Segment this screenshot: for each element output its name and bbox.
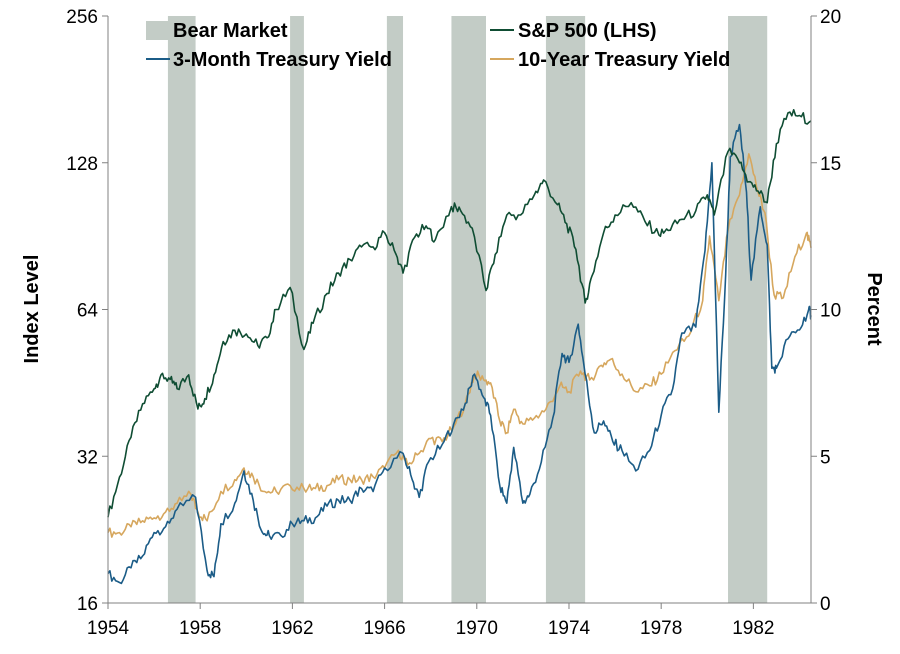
- series-line-3m-yield: [107, 123, 812, 585]
- bear-market-band-2: [290, 16, 304, 603]
- right-tick-label: 15: [820, 154, 841, 175]
- bear-market-shading: [167, 16, 768, 603]
- right-tick-label: 20: [820, 7, 841, 28]
- axes: 16 32 64 128 256 0 5 10 15 20 1954 1958 1962 1966 1970…: [66, 7, 841, 639]
- bear-market-band-4: [451, 16, 487, 603]
- left-tick-label: 256: [66, 7, 98, 28]
- bear-market-band-6: [728, 16, 768, 603]
- series-line-10y-yield: [107, 153, 812, 538]
- x-tick-label: 1962: [271, 618, 313, 639]
- right-tick-label: 5: [820, 447, 831, 468]
- legend: Bear Market S&P 500 (LHS) 3-Month Treasu…: [146, 20, 730, 71]
- legend-label-10y: 10-Year Treasury Yield: [518, 49, 730, 71]
- right-tick-label: 10: [820, 301, 841, 322]
- series-lines: [107, 109, 812, 585]
- legend-label-sp500: S&P 500 (LHS): [518, 20, 657, 42]
- legend-swatch-bear: [146, 21, 171, 40]
- bear-market-band-3: [386, 16, 404, 603]
- x-tick-label: 1954: [87, 618, 130, 639]
- left-tick-label: 128: [66, 154, 98, 175]
- right-tick-label: 0: [820, 594, 831, 615]
- left-tick-label: 16: [77, 594, 98, 615]
- x-tick-label: 1970: [456, 618, 498, 639]
- series-line-sp500: [107, 109, 812, 518]
- left-axis-title: Index Level: [21, 255, 43, 364]
- x-tick-label: 1966: [363, 618, 405, 639]
- bear-market-band-1: [167, 16, 196, 603]
- x-tick-label: 1974: [548, 618, 591, 639]
- left-tick-label: 64: [77, 301, 99, 322]
- legend-label-bear: Bear Market: [173, 20, 288, 42]
- x-tick-label: 1958: [179, 618, 221, 639]
- right-axis-title: Percent: [863, 272, 885, 346]
- legend-label-3m: 3-Month Treasury Yield: [173, 49, 392, 71]
- x-tick-label: 1978: [640, 618, 682, 639]
- bear-market-band-5: [545, 16, 586, 603]
- x-tick-label: 1982: [732, 618, 774, 639]
- left-tick-label: 32: [77, 447, 98, 468]
